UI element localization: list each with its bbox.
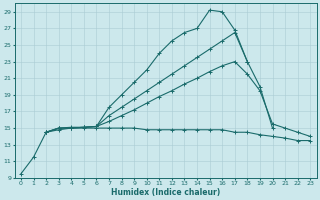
X-axis label: Humidex (Indice chaleur): Humidex (Indice chaleur) bbox=[111, 188, 220, 197]
